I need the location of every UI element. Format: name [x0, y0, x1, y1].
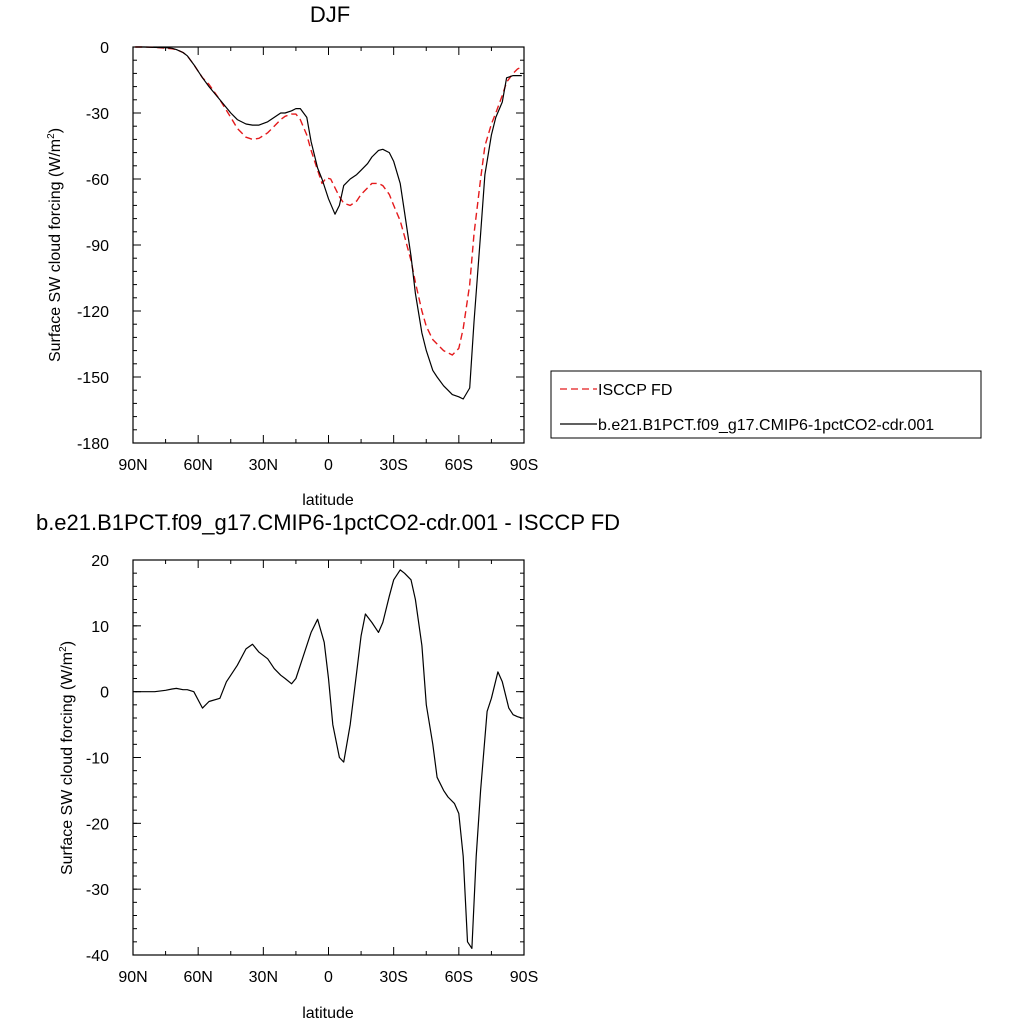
x-tick-label: 30N — [249, 457, 278, 474]
legend-label-isccp: ISCCP FD — [598, 382, 672, 399]
x-tick-label: 30S — [379, 457, 407, 474]
legend-box — [550, 370, 982, 439]
x-tick-label: 60S — [445, 457, 473, 474]
x-tick-label: 60N — [183, 457, 212, 474]
x-axis-label: latitude — [302, 1005, 354, 1022]
x-tick-label: 60S — [445, 969, 473, 986]
x-axis-label: latitude — [302, 492, 354, 509]
y-tick-label: -90 — [86, 238, 109, 255]
series-line-isccp — [135, 46, 523, 356]
y-tick-label: 0 — [100, 685, 109, 702]
y-axis-label: Surface SW cloud forcing (W/m2) — [46, 128, 64, 362]
y-tick-label: 20 — [91, 553, 109, 570]
x-tick-label: 60N — [183, 969, 212, 986]
djf-chart-panel: DJF 90N 60N 30N 0 30S 60S 90S 0 -30 -60 -90 -120 -1… — [46, 2, 982, 509]
axis-ticks — [132, 46, 525, 444]
y-tick-label: -120 — [77, 304, 109, 321]
series-lines — [135, 46, 523, 400]
y-tick-label: -60 — [86, 172, 109, 189]
x-tick-labels: 90N 60N 30N 0 30S 60S 90S — [118, 969, 538, 986]
y-axis-label-main: Surface SW cloud forcing (W/m — [59, 652, 76, 875]
y-tick-label: -20 — [86, 816, 109, 833]
y-axis-label-end: ) — [47, 128, 64, 133]
y-axis-label-end: ) — [59, 641, 76, 646]
chart-title: DJF — [310, 2, 350, 27]
y-axis-label: Surface SW cloud forcing (W/m2) — [58, 641, 76, 875]
x-tick-label: 0 — [324, 969, 333, 986]
difference-chart-panel: b.e21.B1PCT.f09_g17.CMIP6-1pctCO2-cdr.00… — [36, 510, 620, 1022]
y-tick-label: -30 — [86, 882, 109, 899]
x-tick-label: 30S — [379, 969, 407, 986]
x-tick-label: 90N — [118, 969, 147, 986]
legend-label-model: b.e21.B1PCT.f09_g17.CMIP6-1pctCO2-cdr.00… — [598, 417, 934, 434]
y-tick-label: 10 — [91, 619, 109, 636]
y-tick-label: -180 — [77, 436, 109, 453]
legend: ISCCP FD b.e21.B1PCT.f09_g17.CMIP6-1pctC… — [550, 370, 982, 439]
y-axis-label-sup: 2 — [58, 646, 69, 652]
x-tick-label: 90S — [510, 457, 538, 474]
x-tick-labels: 90N 60N 30N 0 30S 60S 90S — [118, 457, 538, 474]
plot-frame — [132, 46, 525, 444]
y-tick-labels: 0 -30 -60 -90 -120 -150 -180 — [77, 40, 109, 453]
y-tick-labels: 20 10 0 -10 -20 -30 -40 — [86, 553, 109, 965]
series-lines — [135, 569, 522, 950]
axis-ticks — [132, 559, 525, 956]
y-axis-label-sup: 2 — [46, 133, 57, 139]
x-tick-label: 90S — [510, 969, 538, 986]
y-tick-label: 0 — [100, 40, 109, 57]
x-tick-label: 90N — [118, 457, 147, 474]
chart-title: b.e21.B1PCT.f09_g17.CMIP6-1pctCO2-cdr.00… — [36, 510, 620, 535]
x-tick-label: 30N — [249, 969, 278, 986]
series-line-model — [135, 46, 522, 400]
series-line-model — [135, 569, 522, 950]
y-axis-label-main: Surface SW cloud forcing (W/m — [47, 139, 64, 362]
y-tick-label: -150 — [77, 370, 109, 387]
y-tick-label: -40 — [86, 948, 109, 965]
x-tick-label: 0 — [324, 457, 333, 474]
y-tick-label: -10 — [86, 751, 109, 768]
y-tick-label: -30 — [86, 106, 109, 123]
